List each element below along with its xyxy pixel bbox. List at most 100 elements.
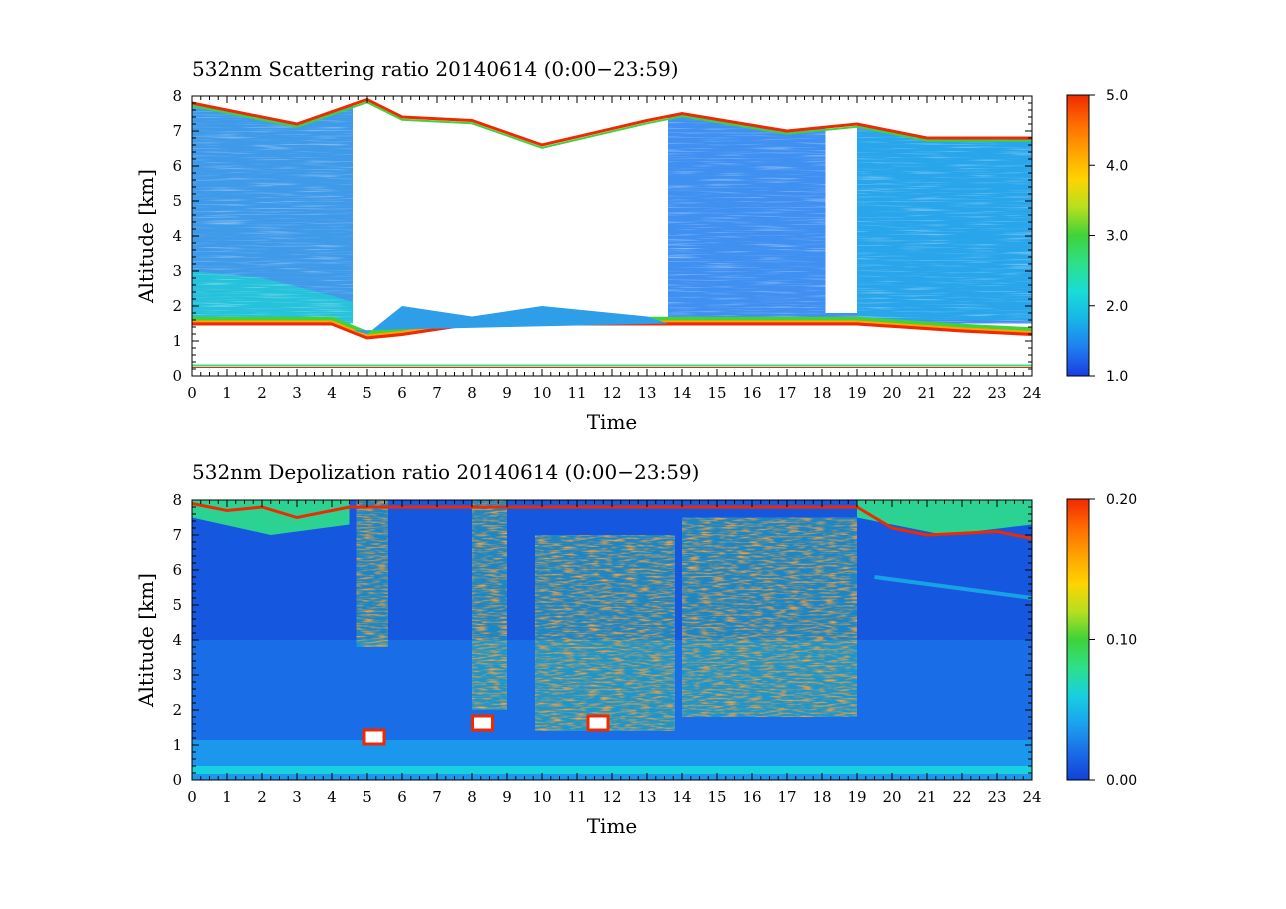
depolarization-cloud-edge: [192, 502, 1032, 540]
colorbar-tick-label: 2.0: [1106, 299, 1128, 315]
y-tick-label: 6: [172, 157, 182, 175]
x-tick-label: 9: [502, 788, 512, 806]
scattering-cloud-edge: [192, 97, 1032, 147]
depolarization-heatmap: [192, 500, 1032, 780]
x-tick-label: 22: [952, 788, 971, 806]
x-tick-label: 13: [637, 384, 656, 402]
x-tick-label: 3: [292, 384, 302, 402]
x-tick-label: 6: [397, 788, 407, 806]
x-tick-label: 13: [637, 788, 656, 806]
x-tick-label: 12: [602, 384, 621, 402]
x-tick-label: 18: [812, 788, 831, 806]
colorbar-tick-label: 0.20: [1106, 492, 1137, 508]
scattering-colorbar-ticks: 1.0 2.0 3.0 4.0 5.0: [1089, 88, 1128, 385]
x-tick-label: 17: [777, 788, 796, 806]
depolarization-colorbar-gradient: [1066, 498, 1090, 781]
x-tick-label: 19: [847, 384, 866, 402]
x-tick-label: 23: [987, 788, 1006, 806]
depolarization-y-axis: 0 1 2 3 4 5 6 7 8: [172, 491, 1032, 789]
depolarization-blobs: [362, 714, 610, 746]
depolarization-panel: 532nm Depolization ratio 20140614 (0:00−…: [134, 460, 1137, 838]
speckle-region: [682, 517, 857, 717]
x-tick-label: 4: [327, 788, 337, 806]
x-tick-label: 9: [502, 384, 512, 402]
scattering-ylabel: Altitude [km]: [134, 169, 158, 304]
depolarization-colorbar-ticks: 0.00 0.10 0.20: [1089, 492, 1137, 789]
x-tick-label: 6: [397, 384, 407, 402]
x-tick-label: 21: [917, 384, 936, 402]
x-tick-label: 14: [672, 788, 691, 806]
x-tick-label: 22: [952, 384, 971, 402]
depolarization-title: 532nm Depolization ratio 20140614 (0:00−…: [192, 460, 699, 484]
x-tick-label: 12: [602, 788, 621, 806]
y-tick-label: 4: [172, 227, 182, 245]
x-tick-label: 15: [707, 384, 726, 402]
y-tick-label: 8: [172, 87, 182, 105]
scattering-cloud-edge-inner: [192, 101, 1032, 149]
x-tick-label: 1: [222, 788, 232, 806]
depolarization-blob: [362, 728, 386, 746]
speckle-region: [356, 500, 388, 647]
x-tick-label: 0: [187, 788, 197, 806]
depolarization-blob: [471, 714, 494, 732]
x-tick-label: 18: [812, 384, 831, 402]
x-tick-label: 23: [987, 384, 1006, 402]
x-tick-label: 1: [222, 384, 232, 402]
colorbar-tick-label: 5.0: [1106, 88, 1128, 104]
scattering-below-boundary: [192, 323, 1032, 376]
scattering-colorbar-gradient: [1066, 94, 1090, 377]
y-tick-label: 6: [172, 561, 182, 579]
x-tick-label: 5: [362, 384, 372, 402]
depolarization-blob: [586, 714, 610, 732]
scattering-colorbar: 1.0 2.0 3.0 4.0 5.0: [1066, 88, 1128, 385]
scattering-title: 532nm Scattering ratio 20140614 (0:00−23…: [192, 57, 679, 81]
x-tick-label: 7: [432, 788, 442, 806]
colorbar-tick-label: 3.0: [1106, 229, 1128, 245]
depolarization-xlabel: Time: [587, 814, 638, 838]
scattering-x-axis: 0 1 2 3 4 5 6 7 8 9 10 11 12 13 14 15 16 17 18 19 20 21 22 23 24: [187, 96, 1042, 402]
x-tick-label: 11: [567, 788, 586, 806]
x-tick-label: 10: [532, 788, 551, 806]
y-tick-label: 4: [172, 631, 182, 649]
speckle-region: [472, 500, 507, 710]
scattering-clear-gap-2: [825, 120, 857, 313]
x-tick-label: 16: [742, 384, 761, 402]
x-tick-label: 8: [467, 384, 477, 402]
y-tick-label: 1: [172, 332, 182, 350]
y-tick-label: 0: [172, 367, 182, 385]
x-tick-label: 21: [917, 788, 936, 806]
x-tick-label: 8: [467, 788, 477, 806]
x-tick-label: 16: [742, 788, 761, 806]
colorbar-tick-label: 1.0: [1106, 369, 1128, 385]
x-tick-label: 24: [1022, 384, 1041, 402]
colorbar-tick-label: 4.0: [1106, 158, 1128, 174]
x-tick-label: 10: [532, 384, 551, 402]
scattering-xlabel: Time: [587, 410, 638, 434]
x-tick-label: 5: [362, 788, 372, 806]
y-tick-label: 2: [172, 297, 182, 315]
x-tick-label: 2: [257, 788, 267, 806]
y-tick-label: 5: [172, 596, 182, 614]
y-tick-label: 3: [172, 262, 182, 280]
x-tick-label: 0: [187, 384, 197, 402]
x-tick-label: 24: [1022, 788, 1041, 806]
colorbar-tick-label: 0.00: [1106, 773, 1137, 789]
depolarization-surface-line: [192, 766, 1032, 774]
scattering-upper-clear: [192, 96, 1032, 145]
x-tick-label: 19: [847, 788, 866, 806]
depolarization-speckle-regions: [356, 500, 857, 731]
depolarization-ylabel: Altitude [km]: [134, 573, 158, 708]
scattering-panel: 532nm Scattering ratio 20140614 (0:00−23…: [134, 57, 1128, 434]
y-tick-label: 0: [172, 771, 182, 789]
colorbar-tick-label: 0.10: [1106, 633, 1137, 649]
y-tick-label: 7: [172, 526, 182, 544]
y-tick-label: 7: [172, 122, 182, 140]
scattering-heatmap: [192, 96, 1032, 376]
x-tick-label: 20: [882, 788, 901, 806]
x-tick-label: 7: [432, 384, 442, 402]
x-tick-label: 14: [672, 384, 691, 402]
y-tick-label: 1: [172, 736, 182, 754]
scattering-y-axis: 0 1 2 3 4 5 6 7 8: [172, 87, 1032, 385]
x-tick-label: 11: [567, 384, 586, 402]
speckle-region: [535, 535, 675, 731]
